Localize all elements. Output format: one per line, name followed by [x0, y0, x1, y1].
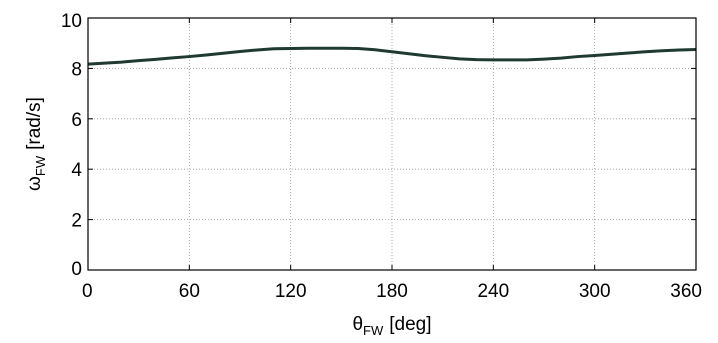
y-tick-label: 10: [61, 11, 82, 32]
x-tick-label: 240: [477, 281, 509, 302]
y-tick-label: 0: [71, 259, 82, 280]
y-axis-unit: [rad/s]: [24, 97, 45, 150]
y-tick-label: 2: [71, 211, 82, 232]
x-axis-label: θFW [deg]: [352, 314, 431, 338]
x-axis-symbol: θ: [352, 314, 363, 335]
y-axis-subscript: FW: [33, 155, 48, 176]
y-axis-label: ωFW [rad/s]: [24, 97, 48, 191]
x-tick-label: 300: [579, 281, 611, 302]
x-tick-label: 60: [179, 281, 200, 302]
y-tick-label: 8: [71, 59, 82, 80]
x-tick-label: 0: [82, 281, 93, 302]
x-tick-label: 360: [670, 281, 702, 302]
x-tick-label: 120: [275, 281, 307, 302]
y-tick-labels: 0 2 4 6 8 10: [61, 11, 83, 280]
x-axis-subscript: FW: [363, 323, 384, 338]
x-tick-label: 180: [376, 281, 408, 302]
data-series: [87, 46, 697, 66]
y-axis-symbol: ω: [24, 176, 45, 191]
x-axis-unit: [deg]: [389, 314, 431, 335]
series-line: [87, 46, 697, 66]
y-tick-label: 6: [71, 110, 82, 131]
plot-frame: [87, 17, 697, 271]
x-tick-labels: 0 60 120 180 240 300 360: [82, 281, 702, 302]
y-tick-label: 4: [71, 160, 82, 181]
